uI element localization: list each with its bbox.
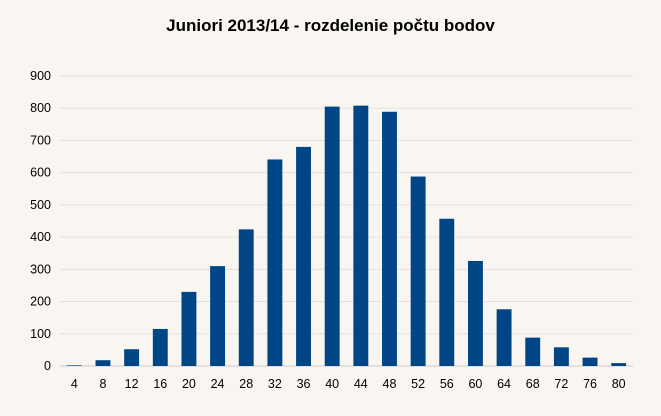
bar-24 [210,266,226,366]
y-tick-label: 100 [30,327,51,341]
y-tick-label: 300 [30,262,51,276]
bar-52 [410,176,426,366]
x-tick-label: 40 [325,377,339,391]
x-tick-label: 32 [268,377,282,391]
bar-60 [467,260,483,366]
bar-64 [496,309,512,366]
bar-40 [324,106,340,367]
bar-56 [439,218,455,366]
x-tick-label: 28 [239,377,253,391]
x-tick-label: 68 [526,377,540,391]
y-tick-label: 500 [30,198,51,212]
bar-16 [152,328,168,366]
y-tick-label: 0 [44,359,51,373]
x-tick-label: 52 [411,377,425,391]
y-tick-label: 200 [30,295,51,309]
y-tick-label: 400 [30,230,51,244]
bar-72 [553,347,569,366]
gridlines [60,75,633,367]
x-tick-label: 24 [211,377,225,391]
y-tick-label: 800 [30,101,51,115]
x-tick-label: 36 [297,377,311,391]
bar-28 [238,229,254,366]
x-tick-label: 48 [383,377,397,391]
bar-36 [296,146,311,366]
bar-80 [611,363,627,366]
x-tick-label: 72 [554,377,568,391]
y-axis-ticks: 0 100 200 300 400 500 600 700 800 900 [30,69,51,373]
x-tick-label: 44 [354,377,368,391]
x-tick-label: 20 [182,377,196,391]
x-tick-label: 12 [125,377,139,391]
bar-48 [382,111,397,367]
chart-title: Juniori 2013/14 - rozdelenie počtu bodov [166,16,495,35]
bar-20 [181,291,197,366]
x-tick-label: 60 [468,377,482,391]
y-tick-label: 900 [30,69,51,83]
bar-32 [267,159,283,366]
x-axis-ticks: 4 8 12 16 20 24 28 32 36 40 44 48 52 56 60 64 68 72 76 80 [71,377,626,391]
bar-76 [582,357,598,366]
bar-12 [124,349,140,366]
bar-8 [95,360,111,366]
x-tick-label: 16 [153,377,167,391]
x-tick-label: 8 [99,377,106,391]
x-tick-label: 64 [497,377,511,391]
y-tick-label: 600 [30,166,51,180]
y-tick-label: 700 [30,133,51,147]
bar-4 [66,365,82,366]
x-tick-label: 4 [71,377,78,391]
bars [66,105,627,367]
x-tick-label: 76 [583,377,597,391]
x-tick-label: 56 [440,377,454,391]
bar-68 [525,337,541,366]
x-tick-label: 80 [612,377,626,391]
bar-44 [353,105,369,366]
